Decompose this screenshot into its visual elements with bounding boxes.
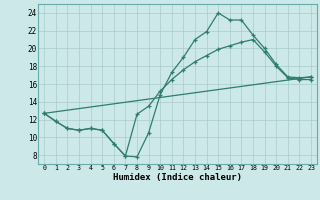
X-axis label: Humidex (Indice chaleur): Humidex (Indice chaleur) bbox=[113, 173, 242, 182]
